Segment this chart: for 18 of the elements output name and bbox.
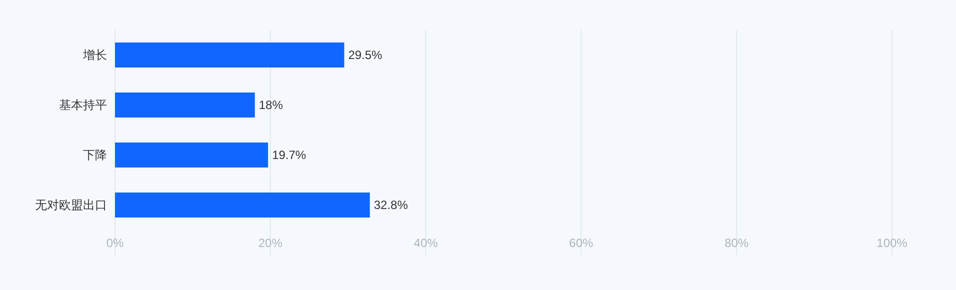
data-label: 32.8% [374, 198, 408, 212]
bar [115, 142, 268, 168]
bar [115, 92, 255, 118]
y-tick-label: 基本持平 [59, 98, 107, 112]
data-label: 19.7% [272, 148, 306, 162]
y-tick-label: 下降 [83, 148, 107, 162]
bar [115, 192, 370, 218]
data-label: 29.5% [348, 48, 383, 62]
x-tick-label: 0% [106, 236, 124, 250]
y-tick-label: 无对欧盟出口 [35, 198, 107, 212]
x-tick-label: 100% [876, 236, 908, 250]
data-label: 18% [258, 98, 284, 112]
y-tick-label: 增长 [82, 48, 107, 62]
x-tick-label: 80% [724, 236, 749, 250]
x-tick-label: 40% [414, 236, 438, 250]
x-tick-label: 60% [569, 236, 594, 250]
bar [115, 42, 344, 68]
x-tick-label: 20% [258, 236, 283, 250]
